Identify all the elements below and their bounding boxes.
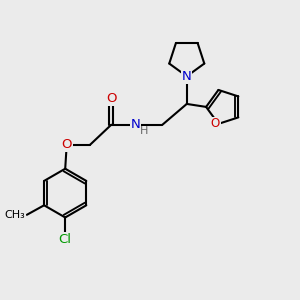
Text: H: H [140, 126, 148, 136]
Text: N: N [131, 118, 140, 131]
Text: O: O [106, 92, 116, 105]
Text: O: O [61, 138, 72, 152]
Text: Cl: Cl [59, 233, 72, 246]
Text: O: O [211, 117, 220, 130]
Text: CH₃: CH₃ [4, 210, 26, 220]
Text: N: N [182, 70, 192, 83]
